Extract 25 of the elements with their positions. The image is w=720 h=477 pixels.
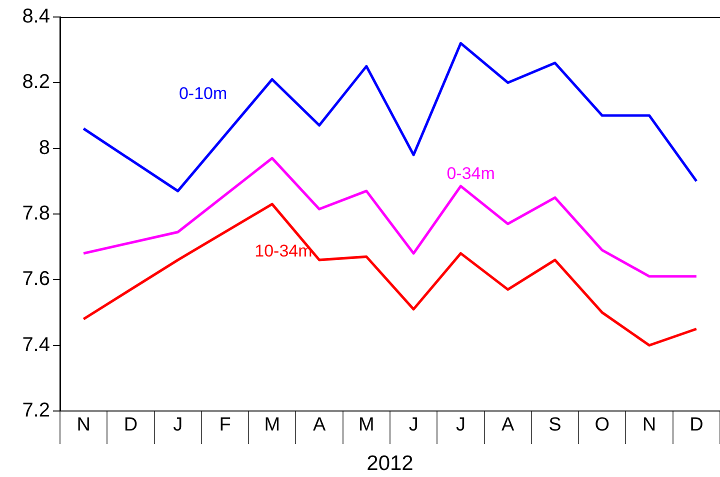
x-tick-label: N xyxy=(76,414,90,436)
x-tick-label: A xyxy=(502,414,515,436)
y-tick-label: 7.6 xyxy=(22,268,50,290)
x-tick-label: J xyxy=(456,414,466,436)
x-tick-label: D xyxy=(690,414,704,436)
x-tick-label: D xyxy=(124,414,138,436)
x-tick-label: O xyxy=(594,414,610,436)
x-tick-label: F xyxy=(219,414,231,436)
x-tick-label: N xyxy=(642,414,656,436)
x-axis-title: 2012 xyxy=(366,452,414,476)
x-tick-label: M xyxy=(358,414,374,436)
x-tick-label: J xyxy=(173,414,183,436)
x-tick-label: J xyxy=(408,414,418,436)
series-label: 0-10m xyxy=(178,84,228,104)
y-tick-label: 7.8 xyxy=(22,202,50,225)
series-label: 10-34m xyxy=(254,242,312,261)
y-tick-label: 7.2 xyxy=(22,400,50,422)
y-tick-label: 7.4 xyxy=(22,334,50,356)
x-tick-label: S xyxy=(548,414,562,436)
series-label: 0-34m xyxy=(446,164,495,183)
y-tick-label: 8.2 xyxy=(22,71,50,94)
x-tick-label: M xyxy=(264,414,280,436)
x-tick-label: A xyxy=(312,414,326,436)
y-tick-label: 8 xyxy=(38,136,50,159)
y-tick-label: 8.4 xyxy=(22,6,50,28)
